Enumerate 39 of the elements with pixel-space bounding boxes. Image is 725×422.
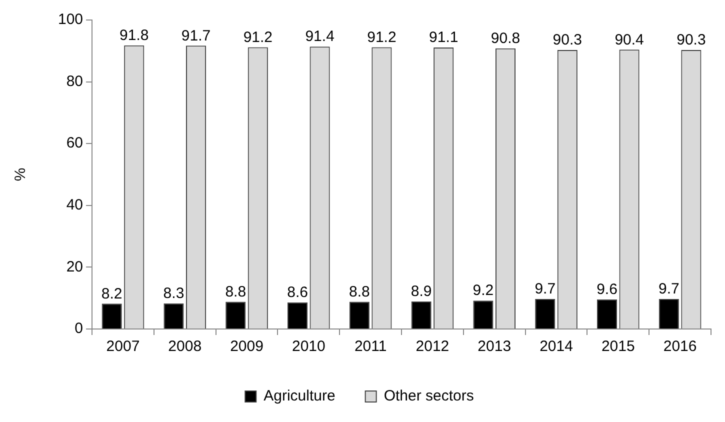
data-label: 8.2: [101, 285, 122, 302]
data-label: 8.9: [410, 283, 432, 300]
data-label: 90.8: [490, 30, 520, 48]
data-label: 9.6: [596, 280, 618, 298]
data-label: 91.7: [181, 27, 211, 44]
x-tick-label: 2008: [168, 338, 202, 356]
data-label: 90.3: [676, 32, 706, 49]
x-tick-label: 2007: [106, 338, 140, 356]
y-axis-title: %: [12, 168, 30, 182]
legend-label: Other sectors: [384, 388, 474, 405]
y-tick-label: 0: [74, 320, 84, 338]
legend-label: Agriculture: [264, 388, 336, 405]
data-label: 9.7: [658, 280, 680, 298]
x-tick-label: 2013: [478, 338, 512, 356]
y-tick-label: 20: [66, 258, 84, 276]
data-label: 91.2: [367, 28, 396, 46]
data-label: 8.8: [225, 283, 246, 300]
y-tick-label: 40: [66, 196, 84, 214]
data-label: 8.6: [287, 284, 308, 302]
y-tick-label: 60: [66, 134, 84, 152]
x-tick-label: 2010: [292, 338, 326, 356]
data-label: 9.2: [472, 282, 494, 300]
data-label: 90.4: [614, 31, 644, 48]
data-label: 9.7: [534, 280, 556, 298]
x-tick-label: 2009: [230, 338, 264, 356]
x-tick-label: 2016: [663, 338, 697, 356]
data-label: 8.3: [163, 284, 184, 302]
data-label: 91.4: [305, 28, 334, 46]
y-tick-label: 100: [58, 11, 84, 28]
data-label: 91.1: [429, 29, 458, 46]
x-tick-label: 2012: [416, 338, 450, 356]
x-tick-label: 2015: [601, 338, 635, 356]
data-label: 91.8: [120, 26, 149, 44]
y-tick-label: 80: [66, 72, 84, 90]
x-tick-label: 2014: [540, 338, 573, 356]
data-label: 91.2: [243, 28, 273, 46]
x-tick-label: 2011: [354, 338, 387, 356]
data-label: 8.8: [348, 283, 370, 300]
data-label: 90.3: [552, 32, 582, 49]
